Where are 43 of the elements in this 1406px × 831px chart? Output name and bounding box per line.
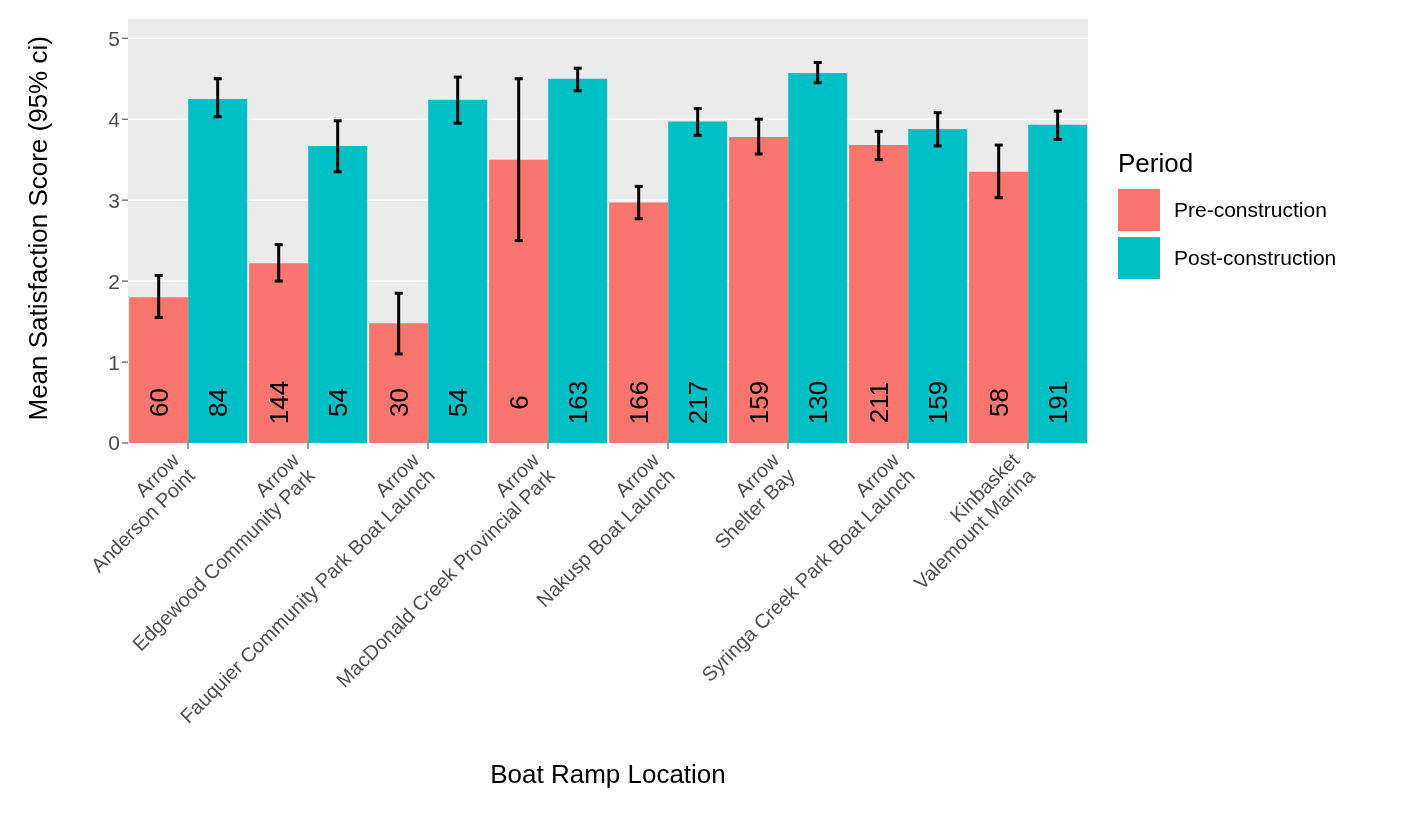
bar <box>428 99 488 443</box>
legend-label: Pre-construction <box>1174 198 1327 222</box>
legend-label: Post-construction <box>1174 246 1337 270</box>
bar <box>129 297 189 443</box>
bar <box>849 145 909 443</box>
y-tick-label: 5 <box>108 26 120 50</box>
annotation: 30 <box>383 388 414 417</box>
annotation: 58 <box>983 388 1014 417</box>
annotation: 166 <box>623 380 654 425</box>
legend-title: Period <box>1118 148 1195 179</box>
bar <box>369 323 429 443</box>
y-tick-label: 1 <box>108 350 120 374</box>
annotation: 6 <box>503 395 534 410</box>
y-tick-label: 3 <box>108 188 120 212</box>
annotation: 84 <box>202 388 233 417</box>
y-tick-label: 0 <box>108 431 120 455</box>
bar <box>729 137 789 443</box>
bar <box>188 98 248 443</box>
y-tick-label: 2 <box>108 269 120 293</box>
bar <box>308 145 368 443</box>
annotation: 217 <box>682 380 713 425</box>
annotation: 54 <box>322 388 353 417</box>
annotation: 130 <box>802 380 833 425</box>
y-tick-label: 4 <box>108 107 121 131</box>
annotation: 54 <box>442 388 473 417</box>
bar <box>668 121 728 443</box>
bar <box>969 171 1029 443</box>
annotation: 163 <box>562 380 593 425</box>
bar <box>1028 124 1088 443</box>
bar <box>788 73 848 443</box>
bar <box>489 159 549 443</box>
annotation: 159 <box>922 380 953 425</box>
annotation: 211 <box>863 381 894 424</box>
bar <box>548 78 608 443</box>
y-axis-title: Mean Satisfaction Score (95% ci) <box>23 36 54 421</box>
bar <box>908 128 968 443</box>
bar <box>609 202 669 443</box>
x-axis-title: Boat Ramp Location <box>490 759 726 789</box>
annotation: 144 <box>263 380 294 425</box>
annotation: 60 <box>143 388 174 417</box>
annotation: 159 <box>743 380 774 425</box>
bar <box>249 263 309 443</box>
annotation: 191 <box>1042 380 1073 425</box>
